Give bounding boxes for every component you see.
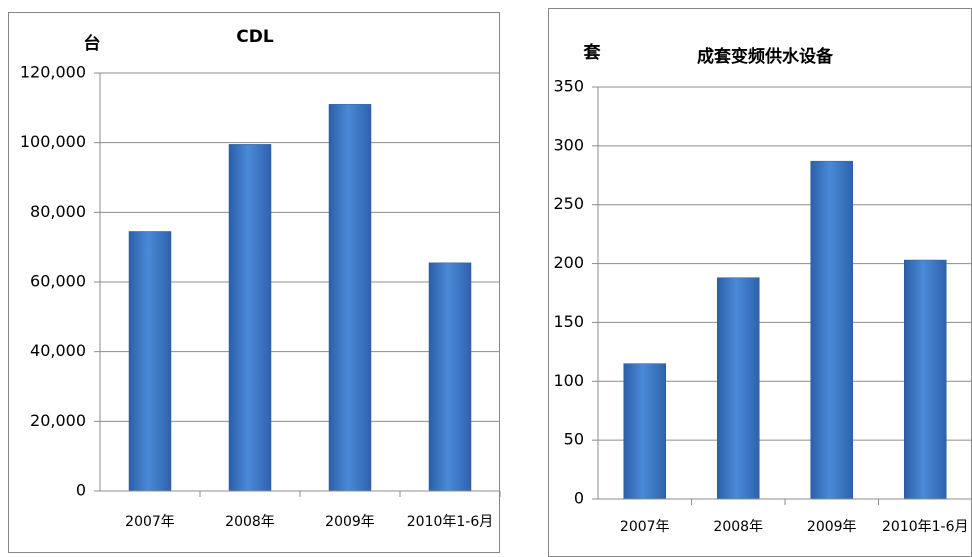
chart-frame — [548, 8, 972, 557]
x-tick-label: 2010年1-6月 — [407, 514, 494, 530]
y-tick-label: 200 — [553, 253, 584, 272]
y-tick-label: 60,000 — [30, 272, 86, 291]
y-tick-label: 120,000 — [20, 63, 86, 82]
x-tick-label: 2010年1-6月 — [882, 519, 969, 535]
y-unit: 套 — [583, 42, 602, 63]
y-tick-label: 150 — [553, 312, 584, 331]
y-tick-label: 100 — [553, 371, 584, 390]
y-tick-label: 80,000 — [30, 202, 86, 221]
bar — [623, 363, 666, 500]
y-tick-label: 350 — [553, 77, 584, 96]
y-tick-label: 50 — [564, 430, 584, 449]
chart-title: CDL — [236, 27, 274, 47]
y-tick-label: 100,000 — [20, 132, 86, 151]
bar — [904, 259, 947, 500]
y-tick-label: 0 — [76, 481, 86, 500]
bar — [810, 160, 853, 500]
bar — [428, 262, 472, 492]
y-tick-label: 0 — [574, 489, 584, 508]
x-tick-label: 2009年 — [325, 514, 375, 530]
bar — [228, 144, 272, 492]
y-tick-label: 250 — [553, 194, 584, 213]
bar — [717, 277, 760, 500]
bar — [328, 104, 372, 492]
bar — [128, 231, 172, 492]
chart-title: 成套变频供水设备 — [697, 46, 834, 67]
x-tick-label: 2007年 — [125, 514, 175, 530]
y-tick-label: 20,000 — [30, 411, 86, 430]
y-tick-label: 300 — [553, 135, 584, 154]
y-tick-label: 40,000 — [30, 341, 86, 360]
x-tick-label: 2008年 — [713, 519, 763, 535]
x-tick-label: 2008年 — [225, 514, 275, 530]
y-unit: 台 — [84, 33, 101, 54]
x-tick-label: 2007年 — [620, 519, 670, 535]
x-tick-label: 2009年 — [807, 519, 857, 535]
